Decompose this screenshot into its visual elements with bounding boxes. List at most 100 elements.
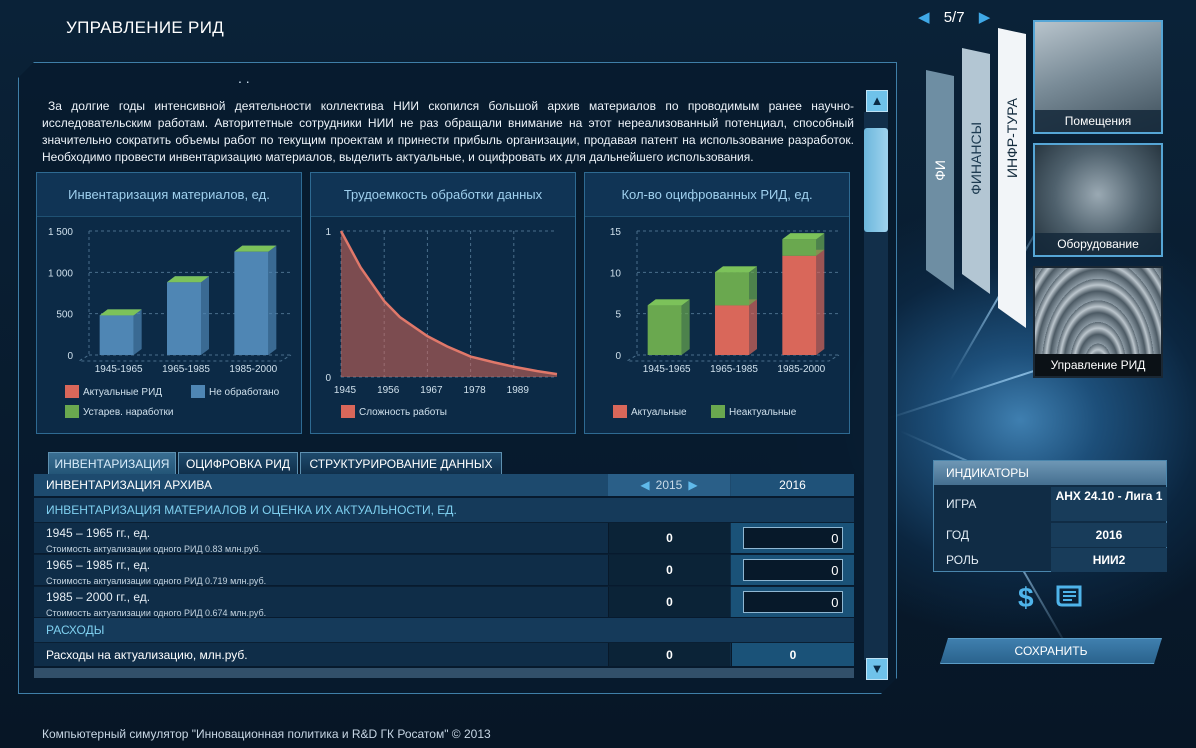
thumb-rooms[interactable]: Помещения <box>1033 20 1163 134</box>
row-sublabel: Стоимость актуализации одного РИД 0.719 … <box>46 576 267 586</box>
area-fill <box>341 231 557 377</box>
chart-title: Инвентаризация материалов, ед. <box>37 173 301 217</box>
row-sublabel: Стоимость актуализации одного РИД 0.674 … <box>46 608 267 618</box>
bar <box>782 239 817 256</box>
save-button[interactable]: СОХРАНИТЬ <box>940 638 1162 664</box>
x-tick-label: 1965-1985 <box>162 364 210 375</box>
bar-side <box>201 276 209 355</box>
x-tick-label: 1985-2000 <box>777 364 825 375</box>
input-cell <box>731 587 854 617</box>
legend-label: Актуальные <box>631 407 687 418</box>
table-row: 1985 – 2000 гг., ед. Стоимость актуализа… <box>34 586 854 618</box>
indicator-row: ИГРА АНХ 24.10 - Лига 1 <box>934 487 1168 521</box>
table-row: 1965 – 1985 гг., ед. Стоимость актуализа… <box>34 554 854 586</box>
input-cell <box>731 555 854 585</box>
value-2015: 0 <box>608 523 730 553</box>
bar-cap <box>647 299 690 306</box>
y-tick-label: 10 <box>610 268 622 279</box>
table-header-label: ИНВЕНТАРИЗАЦИЯ АРХИВА <box>46 478 212 492</box>
bar-side <box>681 299 690 355</box>
row-label: 1965 – 1985 гг., ед. <box>46 558 151 572</box>
legend-label: Не обработано <box>209 386 280 398</box>
panel-dots: . . <box>238 70 250 86</box>
bar-cap <box>234 245 277 252</box>
bar-cap <box>99 309 142 316</box>
y-tick-label: 1 <box>325 227 331 238</box>
chart-digitized: Кол-во оцифрованных РИД, ед. 0 5 10 15 1945-… <box>584 172 850 434</box>
bar-cap <box>715 266 757 273</box>
arrow-down-icon: ▼ <box>870 661 884 676</box>
bar <box>167 282 201 355</box>
bar <box>715 272 749 306</box>
x-tick-label: 1945-1965 <box>643 364 691 375</box>
series-line <box>339 230 558 376</box>
legend-swatch <box>341 405 355 418</box>
prev-page-icon[interactable]: ◀ <box>918 9 930 26</box>
section-expenses: РАСХОДЫ <box>34 618 854 642</box>
description-text: За долгие годы интенсивной деятельности … <box>42 99 854 164</box>
year-2016-header: 2016 <box>731 474 854 496</box>
legend-swatch <box>191 385 205 398</box>
tab-inventory[interactable]: ИНВЕНТАРИЗАЦИЯ <box>48 452 176 474</box>
bar-side <box>816 233 825 256</box>
dollar-icon[interactable]: $ <box>1018 582 1034 613</box>
legend-label: Актуальные РИД <box>83 387 162 398</box>
chart-labor: Трудоемкость обработки данных 1945 1956 19… <box>310 172 576 434</box>
bar <box>99 315 134 355</box>
chart-digitized-svg: 0 5 10 15 1945-1965 1965-1985 1985-2000 Актуаль… <box>610 227 840 418</box>
page-title: УПРАВЛЕНИЕ РИД <box>66 18 225 37</box>
bar <box>647 305 682 355</box>
horizontal-scrollbar[interactable] <box>34 668 854 678</box>
scroll-down-button[interactable]: ▼ <box>866 658 888 680</box>
value-2016-input[interactable] <box>742 591 843 613</box>
section-label: РАСХОДЫ <box>46 623 105 637</box>
value-2015: 0 <box>608 643 730 666</box>
legend-label: Неактуальные <box>729 407 797 418</box>
bar-side <box>133 309 142 355</box>
table-header: ИНВЕНТАРИЗАЦИЯ АРХИВА ◀ 2015 ▶ 2016 <box>34 474 854 496</box>
tab-structuring[interactable]: СТРУКТУРИРОВАНИЕ ДАННЫХ <box>300 452 502 474</box>
side-tab-fi[interactable]: ФИ <box>926 70 954 290</box>
value-2016-input[interactable] <box>742 559 843 581</box>
section-inventory: ИНВЕНТАРИЗАЦИЯ МАТЕРИАЛОВ И ОЦЕНКА ИХ АК… <box>34 498 854 522</box>
value-2016-input[interactable] <box>742 527 843 549</box>
side-tab-infrastructure[interactable]: ИНФР-ТУРА <box>998 28 1026 328</box>
document-icon[interactable] <box>1052 583 1088 611</box>
chart-title: Кол-во оцифрованных РИД, ед. <box>585 173 849 217</box>
thumb-rid-management[interactable]: Управление РИД <box>1033 266 1163 378</box>
thumb-equipment[interactable]: Оборудование <box>1033 143 1163 257</box>
section-label: ИНВЕНТАРИЗАЦИЯ МАТЕРИАЛОВ И ОЦЕНКА ИХ АК… <box>46 503 457 517</box>
legend-swatch <box>711 405 725 418</box>
x-tick-label: 1978 <box>463 385 486 396</box>
value-2016: 0 <box>731 643 854 666</box>
indicator-row: ГОД 2016 <box>934 523 1168 547</box>
year-2015-header: ◀ 2015 ▶ <box>608 474 730 496</box>
indicator-value: АНХ 24.10 - Лига 1 <box>1051 487 1167 521</box>
legend-swatch <box>65 405 79 418</box>
thumb-caption: Помещения <box>1035 110 1161 132</box>
thumb-caption: Управление РИД <box>1035 354 1161 376</box>
table-row: 1945 – 1965 гг., ед. Стоимость актуализа… <box>34 522 854 554</box>
scroll-up-button[interactable]: ▲ <box>866 90 888 112</box>
x-tick-label: 1956 <box>377 385 400 396</box>
bar-side <box>268 245 277 355</box>
prev-year-arrow-icon[interactable]: ◀ <box>640 478 650 492</box>
scroll-thumb[interactable] <box>864 128 888 232</box>
y-tick-label: 1 000 <box>48 268 73 279</box>
bar-side <box>816 249 825 355</box>
y-tick-label: 5 <box>615 310 621 321</box>
tab-digitization[interactable]: ОЦИФРОВКА РИД <box>178 452 298 474</box>
y-tick-label: 0 <box>67 351 73 362</box>
row-label: 1945 – 1965 гг., ед. <box>46 526 151 540</box>
page-indicator: 5/7 <box>943 9 965 26</box>
pager: ◀ 5/7 ▶ <box>918 8 990 26</box>
row-label: 1985 – 2000 гг., ед. <box>46 590 151 604</box>
side-tab-finance[interactable]: ФИНАНСЫ <box>962 48 990 294</box>
next-year-arrow-icon[interactable]: ▶ <box>688 478 698 492</box>
bar <box>715 305 749 355</box>
footer-text: Компьютерный симулятор "Инновационная по… <box>42 727 491 741</box>
y-tick-label: 0 <box>325 373 331 384</box>
next-page-icon[interactable]: ▶ <box>978 9 991 26</box>
x-tick-label: 1985-2000 <box>229 364 277 375</box>
bar-side <box>749 299 757 355</box>
